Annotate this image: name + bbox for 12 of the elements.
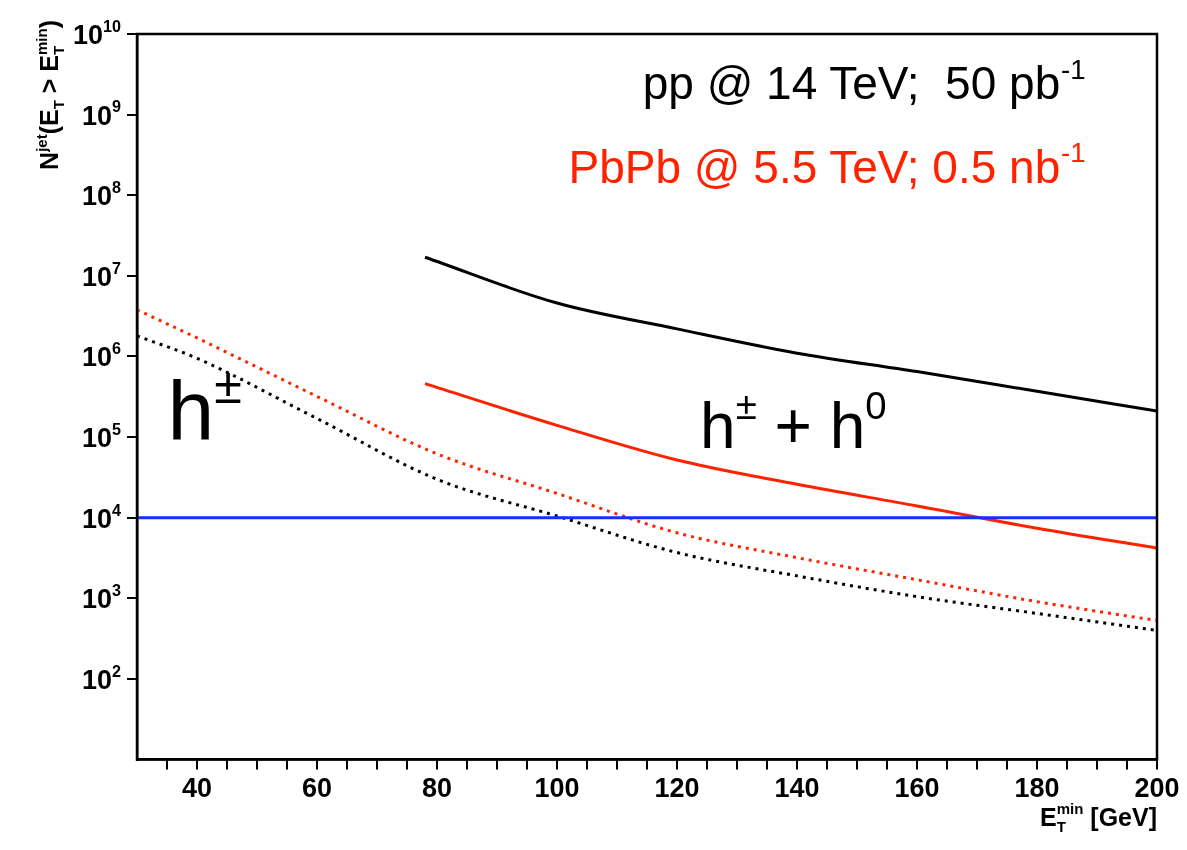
x-tick-label: 120 xyxy=(654,773,700,804)
x-tick-label: 180 xyxy=(1014,773,1060,804)
x-tick-label: 100 xyxy=(534,773,580,804)
x-tick-label: 40 xyxy=(181,773,213,804)
line-series xyxy=(423,382,1157,550)
x-tick-label: 140 xyxy=(774,773,820,804)
x-tick-label: 80 xyxy=(421,773,453,804)
annotation: h± xyxy=(167,356,242,459)
x-tick-label: 200 xyxy=(1134,773,1180,804)
y-axis-title: Njet(ET > ETmin) xyxy=(32,20,68,170)
x-tick-label: 60 xyxy=(301,773,333,804)
x-tick-label: 160 xyxy=(894,773,940,804)
